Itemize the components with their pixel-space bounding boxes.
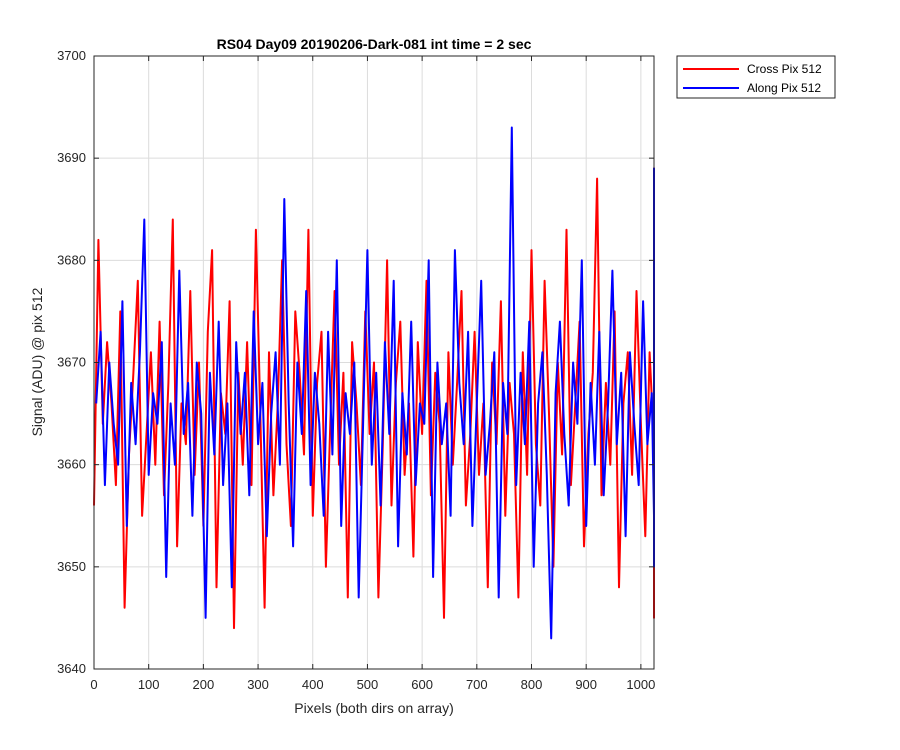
y-tick-label: 3680 xyxy=(57,252,86,267)
legend: Cross Pix 512 Along Pix 512 xyxy=(676,55,836,99)
x-tick-label: 100 xyxy=(138,677,160,692)
x-axis-label: Pixels (both dirs on array) xyxy=(294,700,454,716)
x-tick-label: 1000 xyxy=(626,677,655,692)
y-axis-label: Signal (ADU) @ pix 512 xyxy=(29,287,45,436)
axis-ticks: 0 100 200 300 400 500 600 700 800 900 1000 3640 3650… xyxy=(57,48,655,692)
legend-label-along: Along Pix 512 xyxy=(747,81,821,95)
x-tick-label: 700 xyxy=(466,677,488,692)
y-tick-label: 3660 xyxy=(57,457,86,472)
x-tick-label: 400 xyxy=(302,677,324,692)
y-tick-label: 3670 xyxy=(57,355,86,370)
x-tick-label: 200 xyxy=(193,677,215,692)
y-tick-label: 3690 xyxy=(57,150,86,165)
x-tick-label: 500 xyxy=(357,677,379,692)
y-tick-label: 3700 xyxy=(57,48,86,63)
x-tick-label: 800 xyxy=(521,677,543,692)
x-tick-label: 600 xyxy=(411,677,433,692)
legend-label-cross: Cross Pix 512 xyxy=(747,62,822,76)
y-tick-label: 3640 xyxy=(57,661,86,676)
x-tick-label: 900 xyxy=(575,677,597,692)
y-tick-label: 3650 xyxy=(57,559,86,574)
x-tick-label: 300 xyxy=(247,677,269,692)
x-tick-label: 0 xyxy=(90,677,97,692)
legend-box xyxy=(676,55,836,99)
chart-title: RS04 Day09 20190206-Dark-081 int time = … xyxy=(217,36,532,52)
